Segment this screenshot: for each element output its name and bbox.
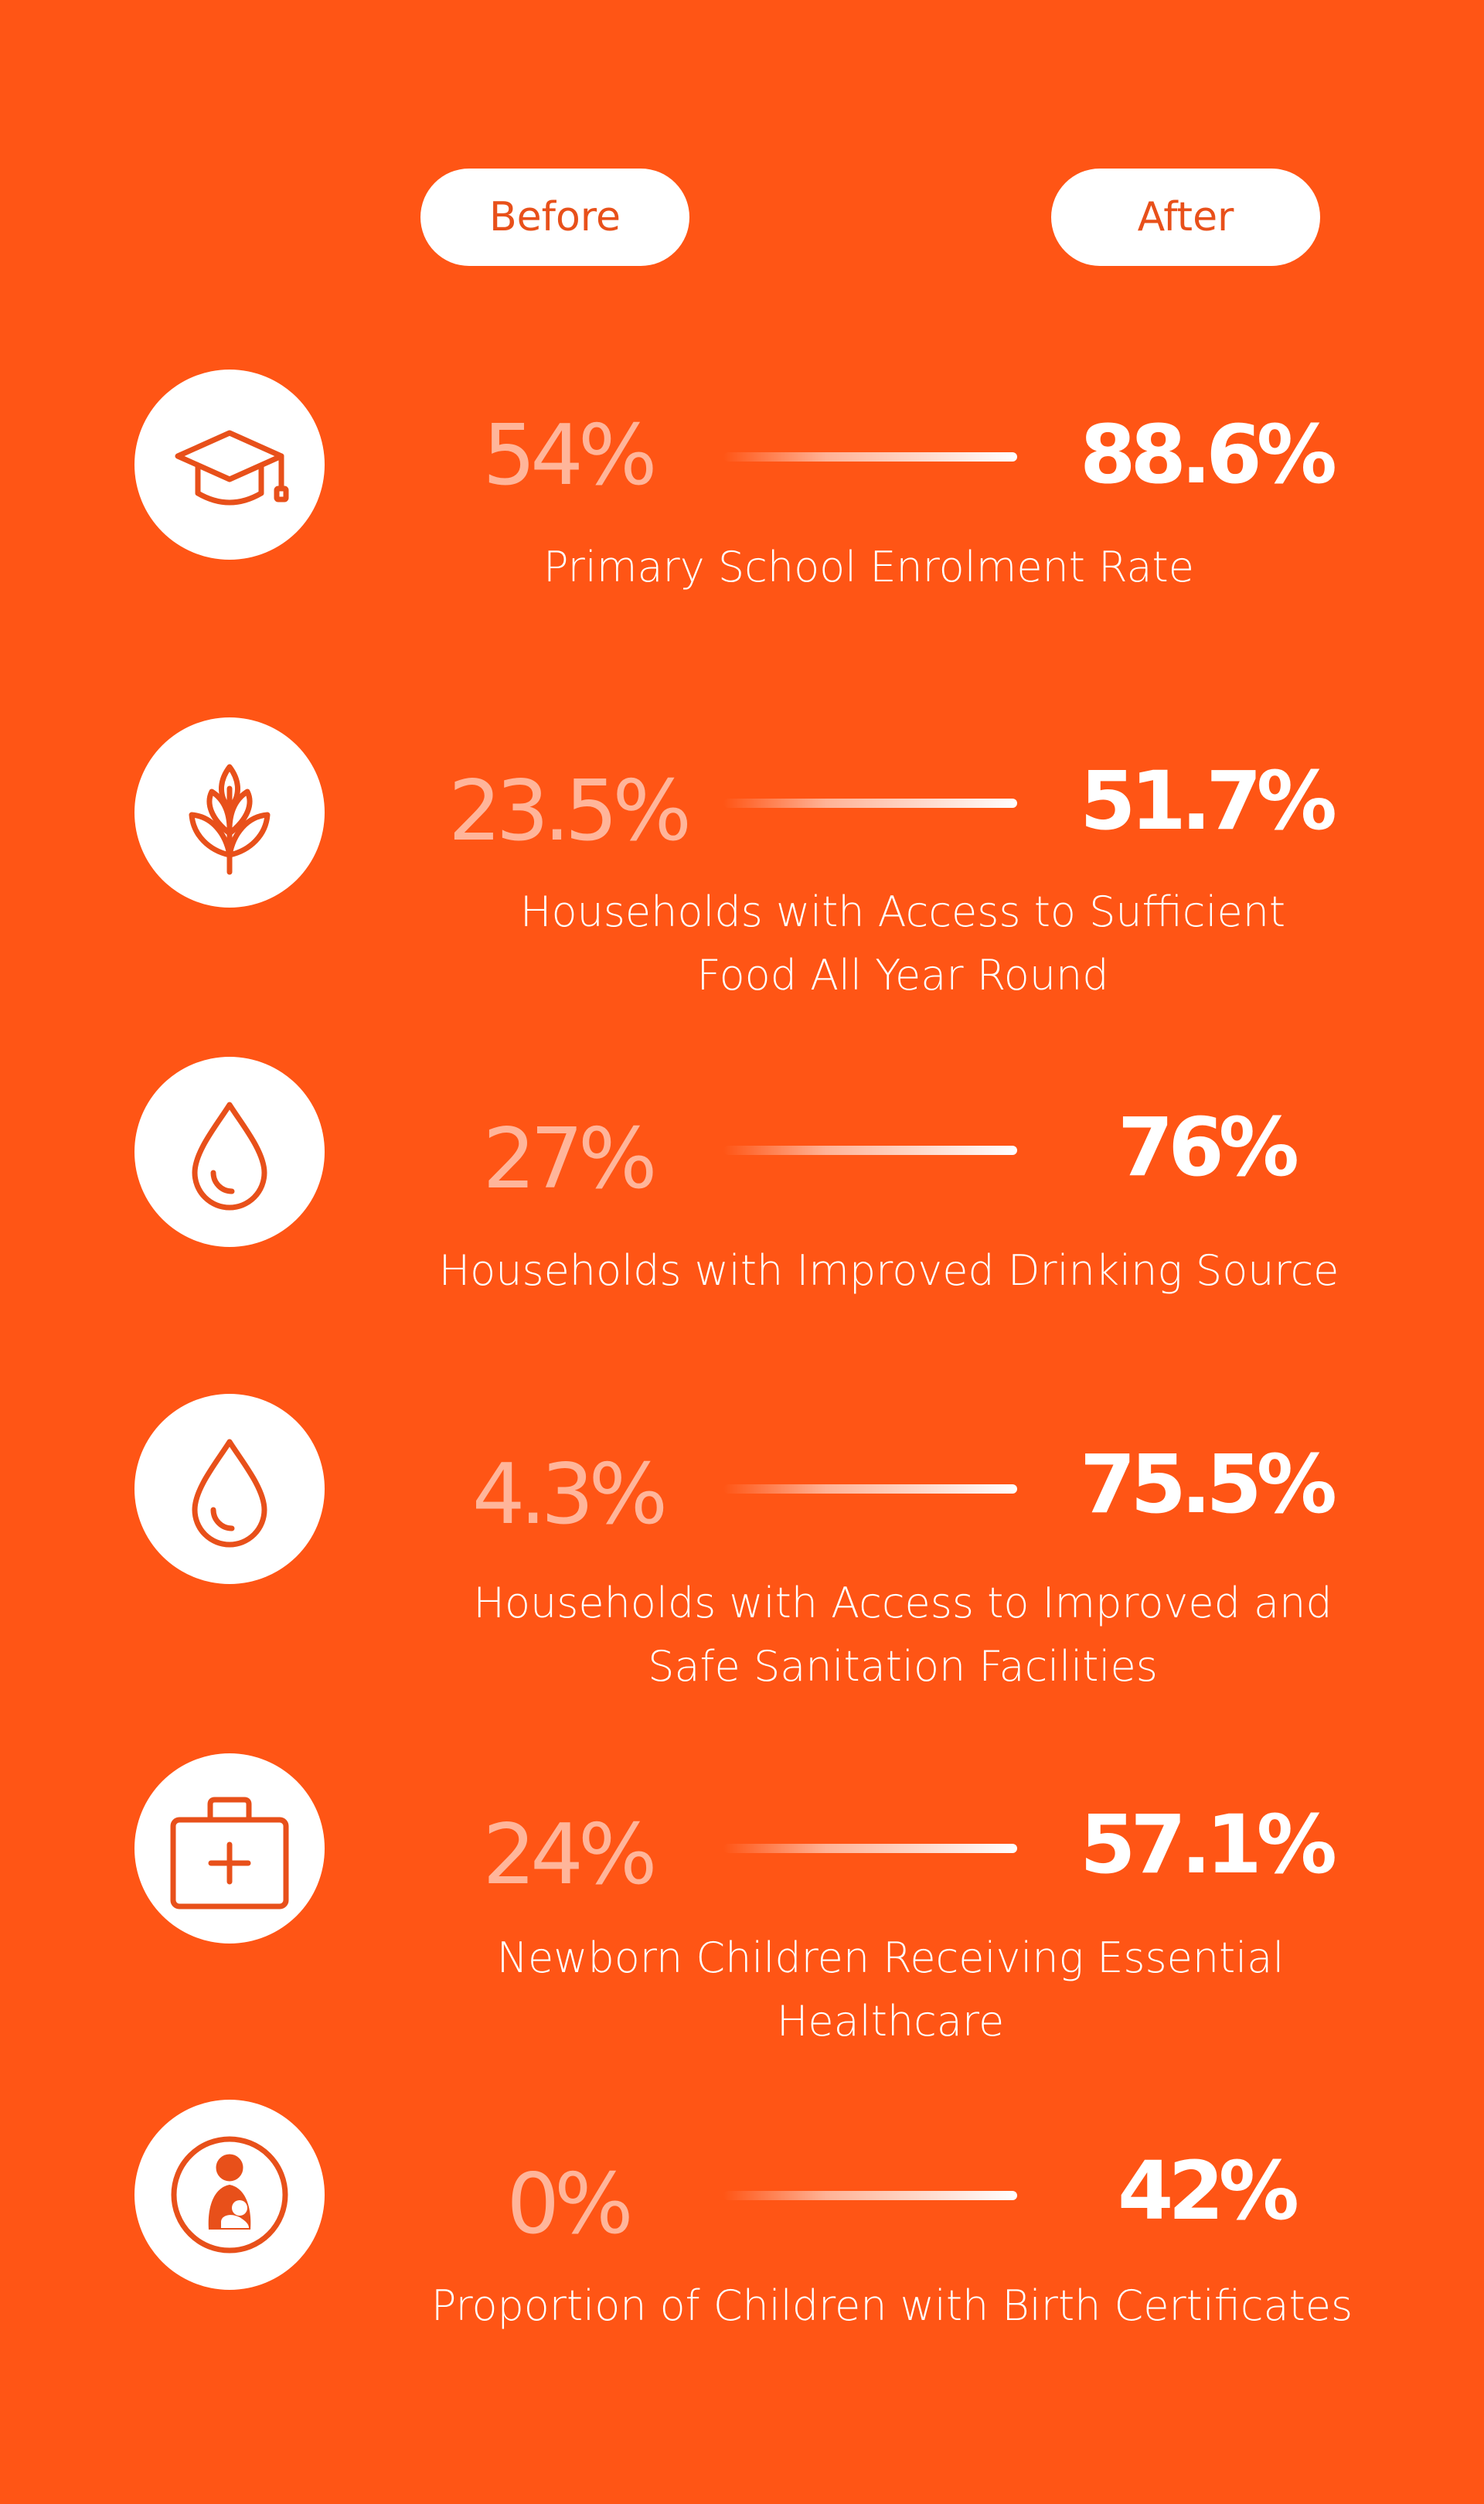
before-value: 27%	[482, 1111, 657, 1208]
before-after-connector	[723, 1484, 1017, 1494]
indicator-label: Households with Access to Sufficient Foo…	[519, 887, 1286, 1000]
before-value: 24%	[482, 1807, 657, 1903]
before-value: 23.5%	[448, 763, 692, 860]
water-drop-icon	[134, 1057, 325, 1247]
before-after-connector	[723, 452, 1017, 462]
after-value: 51.7%	[1080, 754, 1337, 848]
indicator-label: Primary School Enrolment Rate	[543, 543, 1194, 591]
after-value: 76%	[1118, 1100, 1299, 1194]
indicator-label: Households with Access to Improved and S…	[473, 1579, 1333, 1691]
before-after-connector	[723, 1844, 1017, 1853]
before-value: 4.3%	[471, 1446, 668, 1543]
indicator-label: Newborn Children Receiving Essential Hea…	[496, 1933, 1285, 2046]
before-after-connector	[723, 1146, 1017, 1155]
indicator-label: Households with Improved Drinking Source	[438, 1246, 1339, 1295]
after-value: 57.1%	[1080, 1797, 1337, 1892]
indicator-label: Proportion of Children with Birth Certif…	[431, 2281, 1353, 2330]
wheat-icon	[134, 717, 325, 908]
before-after-connector	[723, 2191, 1017, 2200]
after-value: 88.6%	[1080, 407, 1337, 502]
after-label-pill: After	[1051, 169, 1320, 266]
before-value: 54%	[482, 407, 657, 504]
water-drop-icon	[134, 1394, 325, 1584]
graduation-cap-icon	[134, 370, 325, 560]
before-value: 0%	[506, 2156, 633, 2253]
first-aid-kit-icon	[134, 1753, 325, 1944]
before-after-connector	[723, 799, 1017, 808]
after-value: 42%	[1118, 2144, 1299, 2238]
after-value: 75.5%	[1080, 1437, 1337, 1531]
mother-child-icon	[134, 2100, 325, 2290]
before-label-pill: Before	[420, 169, 689, 266]
